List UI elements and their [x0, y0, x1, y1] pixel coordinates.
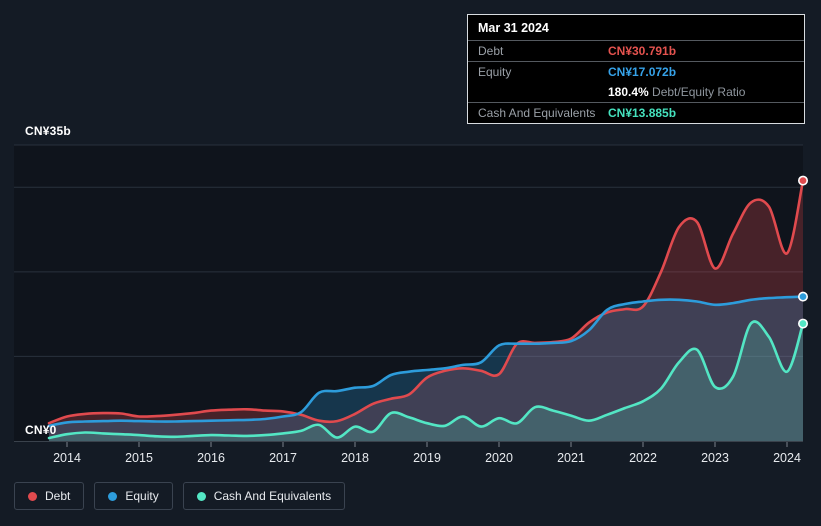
svg-text:2017: 2017 — [269, 451, 297, 465]
tooltip-equity-value: CN¥17.072b — [608, 65, 677, 79]
svg-text:2024: 2024 — [773, 451, 801, 465]
tooltip-ratio-value: 180.4% — [608, 85, 649, 99]
svg-text:2019: 2019 — [413, 451, 441, 465]
tooltip-cash-label: Cash And Equivalents — [478, 106, 596, 120]
svg-text:2020: 2020 — [485, 451, 513, 465]
svg-text:2014: 2014 — [53, 451, 81, 465]
legend-item-debt[interactable]: Debt — [14, 482, 85, 510]
debt-dot-icon — [28, 491, 37, 501]
y-axis-max-label: CN¥35b — [25, 124, 71, 138]
tooltip-date: Mar 31 2024 — [468, 15, 804, 41]
tooltip-ratio-row: 180.4% Debt/Equity Ratio — [468, 82, 804, 103]
svg-text:2022: 2022 — [629, 451, 657, 465]
svg-text:2016: 2016 — [197, 451, 225, 465]
x-axis-year-labels: 2014 2015 2016 2017 2018 2019 2020 2021 2022 2023… — [53, 451, 801, 465]
legend-cash-label: Cash And Equivalents — [213, 489, 332, 503]
tooltip-debt-row: Debt CN¥30.791b — [468, 41, 804, 62]
svg-text:2018: 2018 — [341, 451, 369, 465]
tooltip: Mar 31 2024 Debt CN¥30.791b Equity CN¥17… — [467, 14, 805, 124]
tooltip-equity-row: Equity CN¥17.072b — [468, 62, 804, 82]
tooltip-ratio: 180.4% Debt/Equity Ratio — [608, 85, 794, 99]
tooltip-cash-value: CN¥13.885b — [608, 106, 677, 120]
tooltip-debt-value: CN¥30.791b — [608, 44, 677, 58]
svg-text:2015: 2015 — [125, 451, 153, 465]
legend: Debt Equity Cash And Equivalents — [14, 482, 346, 510]
svg-text:2021: 2021 — [557, 451, 585, 465]
tooltip-equity-label: Equity — [478, 65, 512, 79]
latest-value-markers — [797, 175, 808, 329]
svg-text:2023: 2023 — [701, 451, 729, 465]
tooltip-cash-row: Cash And Equivalents CN¥13.885b — [468, 103, 804, 123]
equity-dot-icon — [108, 491, 118, 501]
legend-item-cash[interactable]: Cash And Equivalents — [182, 482, 346, 510]
x-axis — [14, 441, 803, 447]
cash-dot-icon — [196, 491, 206, 501]
gridlines — [14, 144, 803, 357]
legend-debt-label: Debt — [45, 489, 71, 503]
legend-item-equity[interactable]: Equity — [94, 482, 173, 510]
legend-equity-label: Equity — [125, 489, 159, 503]
y-axis-zero-label: CN¥0 — [25, 423, 57, 437]
debt-equity-area-chart[interactable]: 2014 2015 2016 2017 2018 2019 2020 2021 2022 2023… — [0, 0, 821, 470]
tooltip-debt-label: Debt — [478, 44, 504, 58]
tooltip-ratio-label: Debt/Equity Ratio — [652, 85, 746, 99]
plot-background — [14, 145, 803, 441]
series-areas-and-lines — [47, 179, 804, 441]
